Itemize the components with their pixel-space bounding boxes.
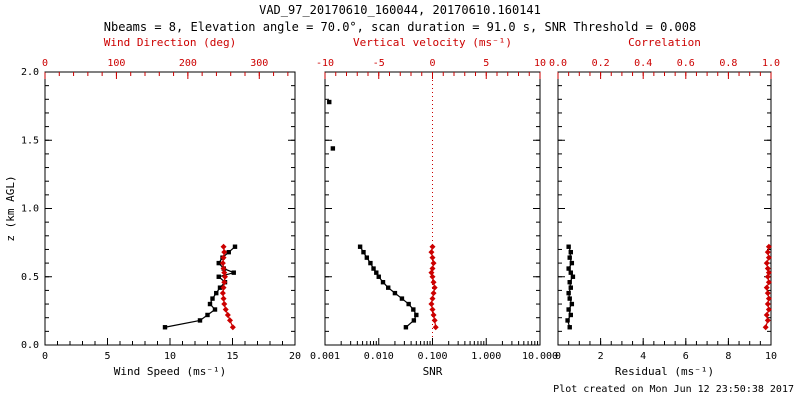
plot-created-note: Plot created on Mon Jun 12 23:50:38 2017 xyxy=(553,384,794,395)
svg-text:Residual (ms⁻¹): Residual (ms⁻¹) xyxy=(615,365,714,378)
svg-text:0: 0 xyxy=(555,351,561,362)
svg-text:0.4: 0.4 xyxy=(634,58,652,69)
svg-text:Correlation: Correlation xyxy=(628,36,701,49)
svg-text:0.8: 0.8 xyxy=(719,58,737,69)
svg-text:z (km AGL): z (km AGL) xyxy=(4,175,17,241)
svg-text:0.100: 0.100 xyxy=(417,351,447,362)
svg-text:6: 6 xyxy=(683,351,689,362)
svg-text:15: 15 xyxy=(226,351,238,362)
svg-text:Wind Direction (deg): Wind Direction (deg) xyxy=(104,36,236,49)
svg-text:SNR: SNR xyxy=(423,365,443,378)
svg-text:10: 10 xyxy=(534,58,546,69)
plot-subtitle: Nbeams = 8, Elevation angle = 70.0°, sca… xyxy=(103,20,697,34)
svg-text:100: 100 xyxy=(107,58,125,69)
svg-text:1.0: 1.0 xyxy=(762,58,780,69)
svg-text:0: 0 xyxy=(42,351,48,362)
svg-text:0.2: 0.2 xyxy=(592,58,610,69)
svg-text:4: 4 xyxy=(640,351,646,362)
svg-text:0.6: 0.6 xyxy=(677,58,695,69)
svg-text:Vertical velocity (ms⁻¹): Vertical velocity (ms⁻¹) xyxy=(353,36,512,49)
svg-text:1.000: 1.000 xyxy=(471,351,501,362)
svg-text:20: 20 xyxy=(289,351,301,362)
svg-text:10: 10 xyxy=(164,351,176,362)
svg-text:0.010: 0.010 xyxy=(364,351,394,362)
svg-text:10: 10 xyxy=(765,351,777,362)
svg-text:-10: -10 xyxy=(316,58,334,69)
svg-text:0.5: 0.5 xyxy=(21,272,39,283)
svg-text:1.5: 1.5 xyxy=(21,135,39,146)
svg-text:0: 0 xyxy=(42,58,48,69)
svg-text:Wind Speed (ms⁻¹): Wind Speed (ms⁻¹) xyxy=(114,365,227,378)
svg-text:300: 300 xyxy=(250,58,268,69)
svg-text:2: 2 xyxy=(598,351,604,362)
svg-text:5: 5 xyxy=(104,351,110,362)
svg-text:0: 0 xyxy=(429,58,435,69)
svg-text:8: 8 xyxy=(725,351,731,362)
svg-text:2.0: 2.0 xyxy=(21,67,39,78)
svg-text:0.001: 0.001 xyxy=(310,351,340,362)
svg-text:0.0: 0.0 xyxy=(549,58,567,69)
svg-text:-5: -5 xyxy=(373,58,385,69)
svg-text:200: 200 xyxy=(179,58,197,69)
svg-text:0.0: 0.0 xyxy=(21,340,39,351)
plot-title: VAD_97_20170610_160044, 20170610.160141 xyxy=(259,3,541,17)
svg-text:1.0: 1.0 xyxy=(21,204,39,215)
svg-text:5: 5 xyxy=(483,58,489,69)
svg-text:10.000: 10.000 xyxy=(522,351,558,362)
